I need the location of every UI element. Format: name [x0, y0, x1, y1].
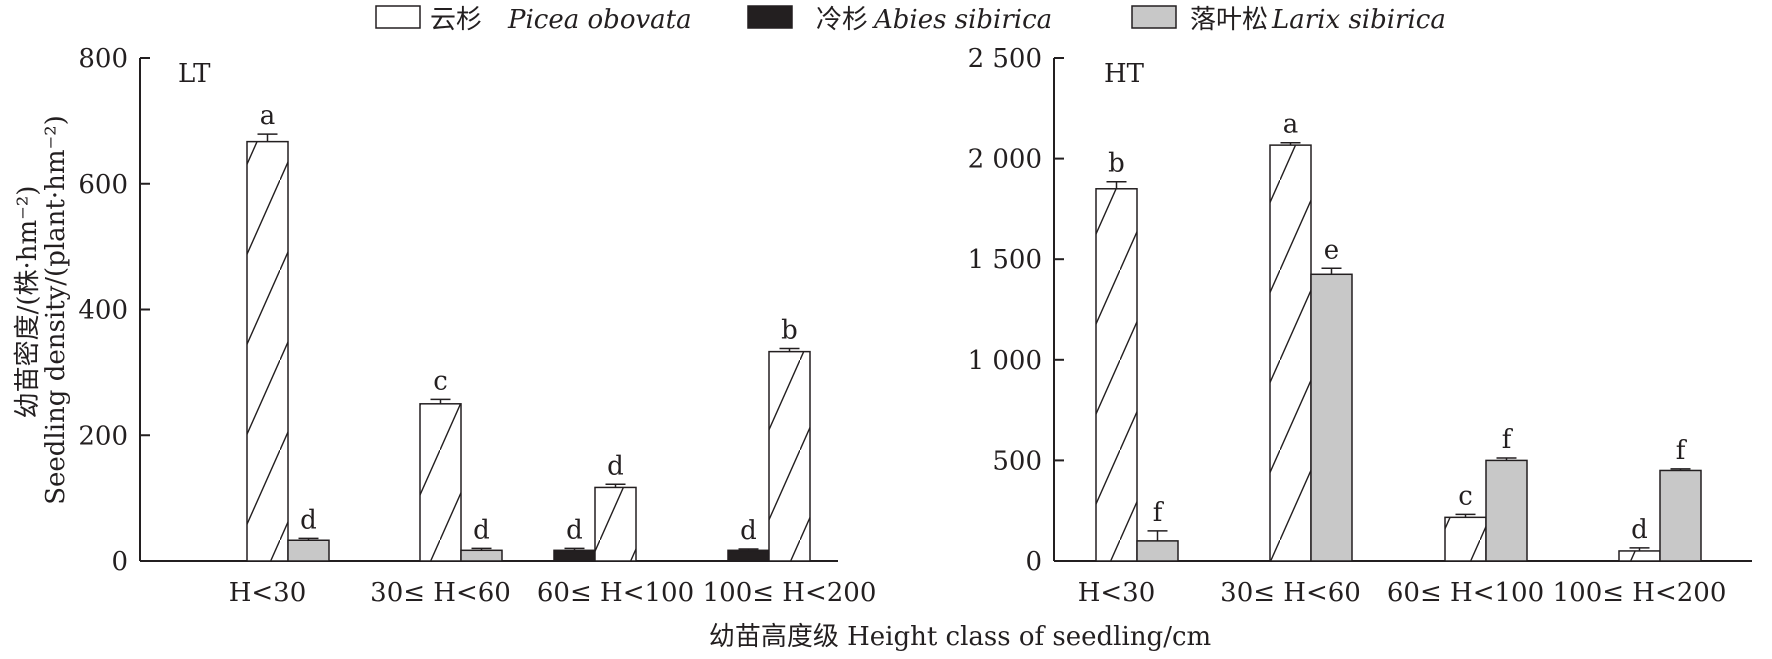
bar-group: f	[1485, 425, 1528, 562]
x-category-label: H<30	[229, 578, 307, 608]
y-tick-label: 500	[992, 446, 1042, 476]
y-axis-title-zh: 幼苗密度/(株·hm⁻²)	[13, 186, 43, 419]
bar-hatch	[1619, 550, 1660, 561]
y-tick-label: 200	[78, 421, 128, 451]
y-tick-label: 1 500	[968, 245, 1042, 275]
bar-hatch	[1270, 145, 1311, 561]
legend: 云杉 Picea obovata 冷杉 Abies sibirica 落叶松 L…	[375, 5, 1446, 35]
bar-group: d	[553, 515, 596, 562]
bar-group: d	[727, 516, 770, 562]
bar	[1310, 273, 1353, 562]
x-category-label: 100≤ H<200	[1553, 578, 1727, 608]
x-category-label: 60≤ H<100	[537, 578, 694, 608]
y-tick-label: 2 000	[968, 145, 1042, 175]
legend-swatch-hatched	[375, 5, 421, 29]
x-category-label: 100≤ H<200	[703, 578, 877, 608]
bar-group: d	[460, 515, 503, 562]
legend-label-abies-latin: Abies sibirica	[872, 5, 1052, 35]
x-category-label: 30≤ H<60	[370, 578, 511, 608]
significance-label: d	[566, 515, 583, 545]
panel-label: LT	[178, 59, 211, 89]
bar	[727, 549, 770, 562]
bar-group: a	[1269, 110, 1312, 562]
bar-group: c	[419, 366, 462, 562]
y-tick-label: 800	[78, 44, 128, 74]
x-axis-title: 幼苗高度级 Height class of seedling/cm	[709, 622, 1211, 652]
y-tick-label: 400	[78, 296, 128, 326]
panel-ht: HT 0 500 1 000 1 500 2 000 2 500 H<30 30≤ H<60 60…	[968, 44, 1752, 608]
bar	[287, 539, 330, 562]
legend-item-abies: 冷杉 Abies sibirica	[747, 5, 1052, 35]
panel-label: HT	[1104, 59, 1145, 89]
bar	[460, 549, 503, 562]
bar-hatch	[769, 351, 810, 561]
x-category-label: 30≤ H<60	[1220, 578, 1361, 608]
legend-label-picea-latin: Picea obovata	[507, 5, 692, 35]
y-axis-title-en: Seedling density/(plant·hm⁻²)	[41, 115, 71, 505]
significance-label: a	[1283, 110, 1299, 140]
bar-group: d	[594, 451, 637, 562]
bar-group: f	[1136, 498, 1179, 562]
significance-label: b	[781, 315, 798, 345]
y-tick-label: 2 500	[968, 44, 1042, 74]
legend-swatch-black	[747, 5, 793, 29]
x-category-label: H<30	[1078, 578, 1156, 608]
bar-group: d	[1618, 515, 1661, 562]
panel-lt: LT 0 200 400 600 800 H<30 30≤ H<60 60≤ H<100 100≤…	[78, 44, 876, 608]
significance-label: c	[1458, 481, 1473, 511]
significance-label: d	[300, 505, 317, 535]
bar	[1485, 459, 1528, 562]
bar-group: d	[287, 505, 330, 562]
bar-hatch	[595, 487, 636, 561]
bar-group: e	[1310, 235, 1353, 562]
bar-group: c	[1444, 481, 1487, 562]
bar-hatch	[1096, 188, 1137, 561]
significance-label: e	[1324, 235, 1339, 265]
bar-hatch	[247, 141, 288, 561]
x-category-label: 60≤ H<100	[1387, 578, 1544, 608]
bar-hatch	[420, 403, 461, 561]
significance-label: f	[1502, 425, 1514, 455]
y-tick-label: 1 000	[968, 346, 1042, 376]
bar-group: a	[246, 101, 289, 562]
y-tick-label: 0	[1025, 547, 1042, 577]
significance-label: d	[1631, 515, 1648, 545]
significance-label: d	[473, 515, 490, 545]
significance-label: a	[260, 101, 276, 131]
bar-group: b	[768, 315, 811, 562]
significance-label: f	[1153, 498, 1165, 528]
bar-group: b	[1095, 149, 1138, 562]
bar	[553, 549, 596, 562]
legend-label-picea-zh: 云杉	[430, 5, 482, 35]
significance-label: b	[1108, 149, 1125, 179]
y-tick-label: 600	[78, 170, 128, 200]
legend-item-picea: 云杉 Picea obovata	[375, 5, 692, 35]
bar-hatch	[1445, 517, 1486, 561]
significance-label: d	[740, 516, 757, 546]
significance-label: d	[607, 451, 624, 481]
significance-label: c	[433, 366, 448, 396]
bar	[1659, 469, 1702, 562]
legend-label-abies-zh: 冷杉	[816, 5, 868, 35]
legend-item-larix: 落叶松 Larix sibirica	[1131, 5, 1446, 35]
legend-label-larix-zh: 落叶松	[1190, 5, 1268, 35]
bar	[1136, 540, 1179, 562]
y-tick-label: 0	[111, 547, 128, 577]
significance-label: f	[1676, 436, 1688, 466]
bar-group: f	[1659, 436, 1702, 562]
legend-label-larix-latin: Larix sibirica	[1271, 5, 1446, 35]
legend-swatch-gray	[1131, 5, 1177, 29]
